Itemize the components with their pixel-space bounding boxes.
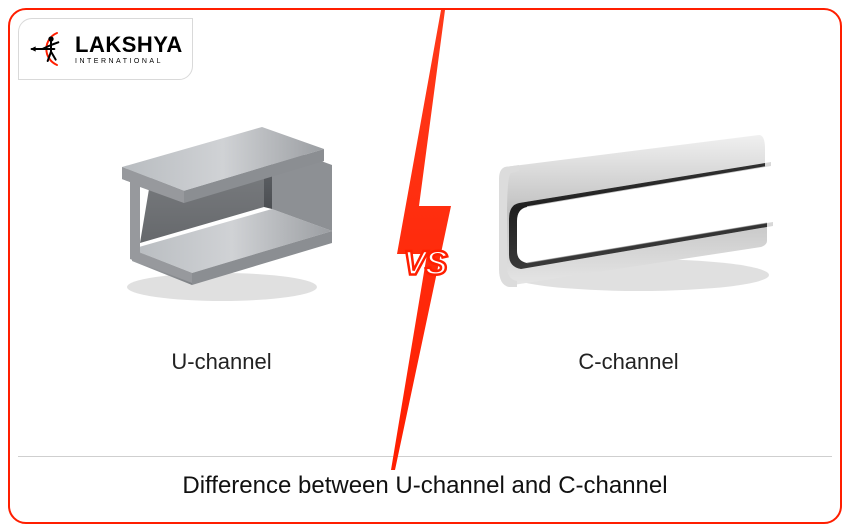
left-panel: U-channel [18,18,425,466]
vs-text: VS [403,245,446,283]
vs-badge: VS [403,245,446,284]
right-label: C-channel [578,349,678,375]
title-bar: Difference between U-channel and C-chann… [18,456,832,514]
u-channel-graphic [92,109,352,309]
page-title: Difference between U-channel and C-chann… [182,472,667,500]
comparison-content: U-channel [18,18,832,466]
logo-subtitle: International [75,58,183,65]
logo-archer-icon [29,29,69,69]
comparison-frame: Lakshya International [8,8,842,524]
left-label: U-channel [171,349,271,375]
logo-name: Lakshya [75,34,183,56]
brand-logo: Lakshya International [18,18,193,80]
right-panel: C-channel [425,18,832,466]
c-channel-graphic [479,109,779,309]
